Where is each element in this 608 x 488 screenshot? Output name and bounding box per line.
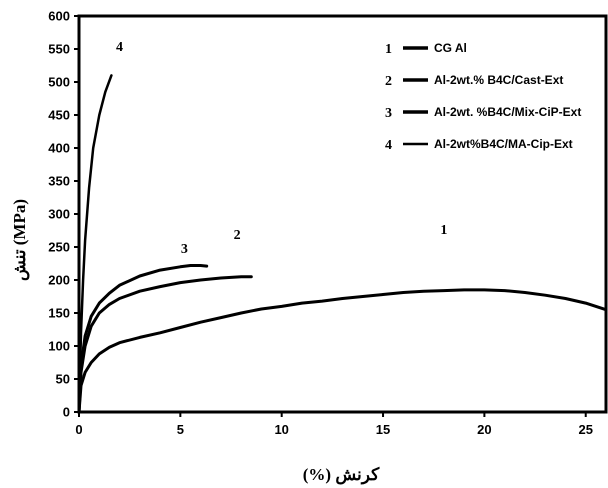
y-tick-label: 150 — [48, 306, 70, 321]
series-number-label-4: 4 — [116, 40, 123, 55]
series-number-label-2: 2 — [234, 228, 241, 243]
series-number-label-1: 1 — [440, 223, 447, 238]
y-tick-label: 400 — [48, 141, 70, 156]
legend-number-4: 4 — [385, 138, 392, 153]
legend-number-3: 3 — [385, 106, 392, 121]
y-tick-label: 500 — [48, 75, 70, 90]
y-tick-label: 350 — [48, 174, 70, 189]
legend-number-2: 2 — [385, 74, 392, 89]
x-axis-title: کرنش (%) — [303, 465, 380, 485]
series-group — [77, 74, 608, 414]
y-tick-label: 100 — [48, 339, 70, 354]
series-line-1 — [77, 288, 608, 414]
y-tick-label: 200 — [48, 273, 70, 288]
legend-label-4: Al-2wt%B4C/MA-Cip-Ext — [434, 137, 573, 151]
x-tick-label: 20 — [477, 422, 491, 437]
legend-label-3: Al-2wt. %B4C/Mix-CiP-Ext — [434, 105, 581, 119]
legend-label-1: CG Al — [434, 41, 467, 55]
series-number-labels: 1 2 3 4 — [116, 40, 447, 257]
x-tick-label: 25 — [578, 422, 592, 437]
legend-label-2: Al-2wt.% B4C/Cast-Ext — [434, 73, 563, 87]
x-tick-label: 5 — [177, 422, 184, 437]
y-tick-label: 450 — [48, 108, 70, 123]
y-tick-label: 0 — [63, 405, 70, 420]
y-tick-label: 250 — [48, 240, 70, 255]
y-tick-label: 550 — [48, 42, 70, 57]
x-tick-label: 15 — [376, 422, 390, 437]
legend: 1 CG Al 2 Al-2wt.% B4C/Cast-Ext 3 Al-2wt. %B4… — [385, 41, 581, 153]
y-tick-label: 300 — [48, 207, 70, 222]
legend-number-1: 1 — [385, 42, 392, 57]
x-tick-label: 0 — [75, 422, 82, 437]
y-axis-ticks: 0 50 100 150 200 250 300 350 400 450 500 550 600 — [48, 9, 79, 420]
y-tick-label: 600 — [48, 9, 70, 24]
x-tick-label: 10 — [274, 422, 288, 437]
series-number-label-3: 3 — [181, 242, 188, 257]
series-line-2 — [77, 275, 253, 414]
series-line-3 — [77, 264, 209, 414]
series-line-4 — [77, 74, 113, 414]
y-axis-title: (MPa) تنش — [10, 199, 30, 281]
y-tick-label: 50 — [56, 372, 70, 387]
